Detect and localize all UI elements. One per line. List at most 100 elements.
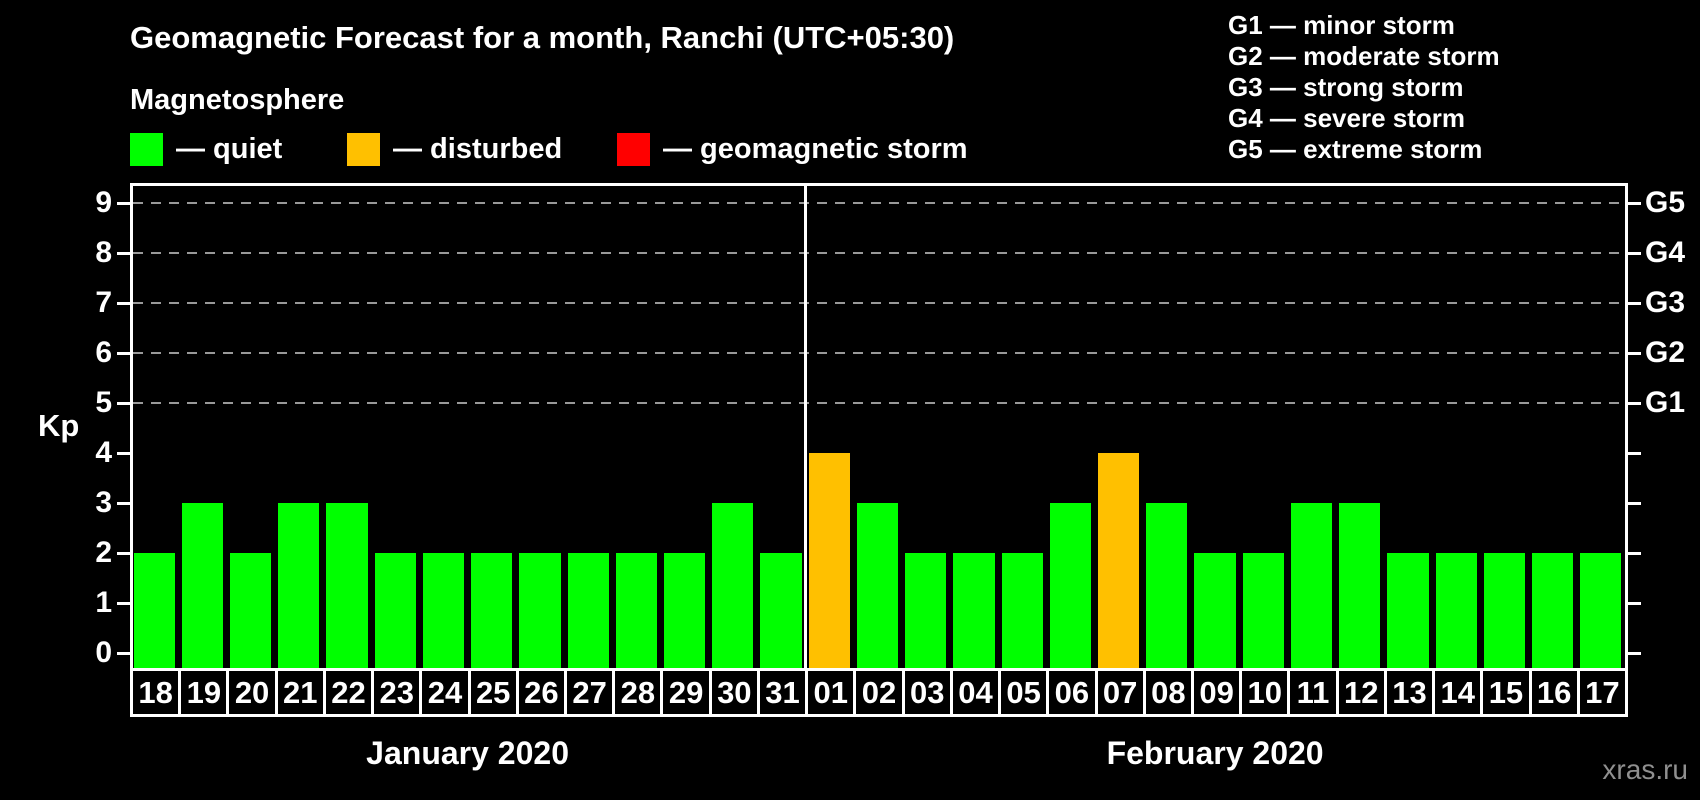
y-tick-label-2: 2 xyxy=(95,536,112,569)
bar-day-21 xyxy=(278,503,320,668)
day-label: 16 xyxy=(1531,671,1577,714)
y-axis-tick-right-8 xyxy=(1628,252,1641,255)
day-label: 31 xyxy=(759,671,806,714)
bar-day-16 xyxy=(1532,553,1574,668)
day-label: 13 xyxy=(1386,671,1433,714)
month-label-1: February 2020 xyxy=(1106,735,1324,771)
y-axis-tick-left-0 xyxy=(117,652,130,655)
legend-item-disturbed: — disturbed xyxy=(347,133,562,166)
day-label: 17 xyxy=(1579,671,1625,714)
day-label: 05 xyxy=(1001,671,1047,714)
bar-day-26 xyxy=(519,553,561,668)
y-axis-tick-left-4 xyxy=(117,452,130,455)
y-axis-tick-left-6 xyxy=(117,352,130,355)
y-axis-tick-left-9 xyxy=(117,202,130,205)
y-tick-label-5: 5 xyxy=(95,386,112,419)
bar-day-19 xyxy=(181,503,223,668)
grid-line-kp5 xyxy=(133,402,1625,404)
watermark: xras.ru xyxy=(1602,754,1688,785)
day-label: 29 xyxy=(663,671,709,714)
g-axis-label-g3: G3 xyxy=(1645,286,1686,319)
g-axis-label-g4: G4 xyxy=(1645,236,1686,269)
legend-item-storm: — geomagnetic storm xyxy=(617,133,968,166)
g-axis-label-g2: G2 xyxy=(1645,336,1686,369)
plot-frame-left xyxy=(130,183,133,668)
day-label: 15 xyxy=(1483,671,1529,714)
y-tick-label-6: 6 xyxy=(95,336,112,369)
g-scale-legend: G1 — minor storm G2 — moderate storm G3 … xyxy=(1228,10,1500,165)
g-axis-label-g5: G5 xyxy=(1645,186,1686,219)
g-legend-line-g2: G2 — moderate storm xyxy=(1228,41,1500,71)
magnetosphere-subtitle: Magnetosphere xyxy=(130,84,345,116)
day-label: 11 xyxy=(1290,671,1336,714)
bar-day-31 xyxy=(760,553,802,668)
bar-day-01 xyxy=(808,453,850,668)
y-tick-label-7: 7 xyxy=(95,286,112,319)
plot-frame-top xyxy=(130,183,1628,186)
g-legend-line-g3: G3 — strong storm xyxy=(1228,72,1464,102)
day-label: 04 xyxy=(952,671,999,714)
day-label: 07 xyxy=(1097,671,1143,714)
bar-day-28 xyxy=(615,553,657,668)
g-legend-line-g4: G4 — severe storm xyxy=(1228,103,1466,133)
bar-day-27 xyxy=(567,553,609,668)
y-axis-tick-right-9 xyxy=(1628,202,1641,205)
month-label-0: January 2020 xyxy=(366,735,569,771)
day-label: 27 xyxy=(567,671,613,714)
bar-day-07 xyxy=(1098,453,1140,668)
bar-day-04 xyxy=(953,553,995,668)
bar-day-30 xyxy=(712,503,754,668)
legend-label-storm: — geomagnetic storm xyxy=(663,133,968,165)
y-axis-tick-right-6 xyxy=(1628,352,1641,355)
y-axis-tick-left-5 xyxy=(117,402,130,405)
day-label: 22 xyxy=(325,671,372,714)
page-title: Geomagnetic Forecast for a month, Ranchi… xyxy=(130,20,955,55)
y-axis-tick-left-2 xyxy=(117,552,130,555)
y-tick-label-3: 3 xyxy=(95,486,112,519)
day-label: 23 xyxy=(374,671,420,714)
day-label: 01 xyxy=(808,671,854,714)
bar-day-20 xyxy=(229,553,272,668)
day-label: 28 xyxy=(615,671,661,714)
day-label: 19 xyxy=(181,671,227,714)
storm-color-swatch xyxy=(617,133,650,166)
bar-day-18 xyxy=(133,553,175,668)
plot-frame-right xyxy=(1625,183,1628,668)
y-axis-tick-right-7 xyxy=(1628,302,1641,305)
y-axis-tick-left-3 xyxy=(117,502,130,505)
day-label: 21 xyxy=(277,671,323,714)
status-legend: — quiet — disturbed — geomagnetic storm xyxy=(130,133,1030,169)
bar-day-25 xyxy=(471,553,513,668)
bar-day-12 xyxy=(1339,503,1381,668)
day-label: 12 xyxy=(1338,671,1384,714)
bar-day-06 xyxy=(1049,503,1091,668)
legend-label-quiet: — quiet xyxy=(176,133,283,165)
day-label: 03 xyxy=(904,671,950,714)
day-label: 14 xyxy=(1435,671,1481,714)
day-label: 08 xyxy=(1145,671,1191,714)
bar-day-10 xyxy=(1242,553,1284,668)
bar-day-24 xyxy=(422,553,465,668)
g-legend-line-g1: G1 — minor storm xyxy=(1228,10,1455,40)
bar-day-14 xyxy=(1435,553,1477,668)
kp-axis-label: Kp xyxy=(38,408,80,443)
g-legend-line-g5: G5 — extreme storm xyxy=(1228,134,1483,164)
y-axis-tick-right-0 xyxy=(1628,652,1641,655)
day-label: 06 xyxy=(1049,671,1095,714)
quiet-color-swatch xyxy=(130,133,163,166)
bar-day-05 xyxy=(1001,553,1043,668)
y-axis-tick-left-8 xyxy=(117,252,130,255)
day-label: 20 xyxy=(229,671,275,714)
y-axis-tick-right-2 xyxy=(1628,552,1641,555)
bar-day-02 xyxy=(856,503,899,668)
y-axis-tick-right-4 xyxy=(1628,452,1641,455)
grid-line-kp9 xyxy=(133,202,1625,204)
y-tick-label-4: 4 xyxy=(95,436,112,469)
y-tick-label-8: 8 xyxy=(95,236,112,269)
bar-day-22 xyxy=(326,503,368,668)
y-axis-tick-left-1 xyxy=(117,602,130,605)
y-axis-tick-right-3 xyxy=(1628,502,1641,505)
day-label: 26 xyxy=(518,671,565,714)
legend-item-quiet: — quiet xyxy=(130,133,282,166)
